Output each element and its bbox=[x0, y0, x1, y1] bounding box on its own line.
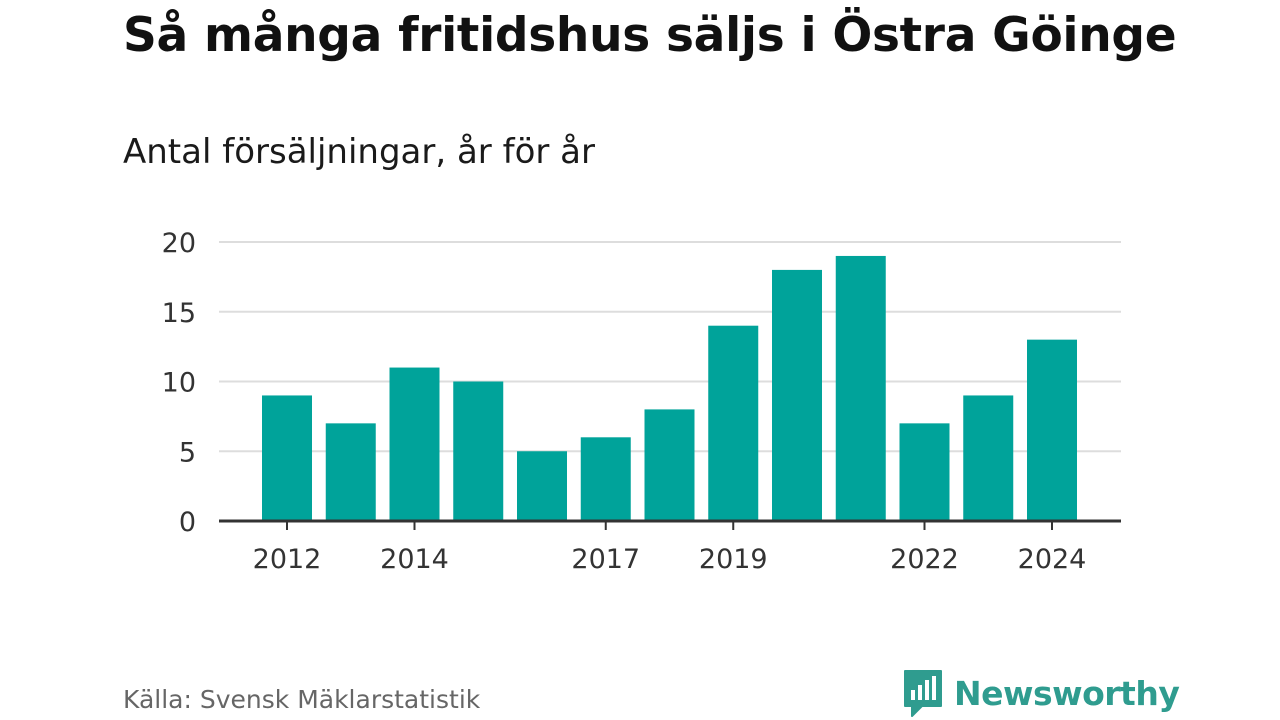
y-tick-label: 5 bbox=[179, 437, 196, 468]
y-tick-label: 0 bbox=[179, 507, 196, 538]
bar-2022 bbox=[899, 423, 950, 521]
newsworthy-logo-icon bbox=[904, 670, 942, 717]
chart-subtitle: Antal försäljningar, år för år bbox=[123, 132, 595, 172]
bar-2019 bbox=[708, 325, 759, 521]
axes: 0 5 10 15 20 2012 2014 2017 2019 2022 2024 bbox=[162, 228, 1121, 575]
bars bbox=[262, 255, 1077, 521]
y-tick-label: 10 bbox=[162, 368, 196, 399]
y-tick-label: 15 bbox=[162, 298, 196, 329]
bar-2024 bbox=[1027, 339, 1077, 521]
y-tick-label: 20 bbox=[162, 228, 196, 259]
brand-name: Newsworthy bbox=[954, 673, 1180, 713]
bar-2015 bbox=[453, 381, 504, 521]
bar-2016 bbox=[517, 451, 567, 521]
source-note: Källa: Svensk Mäklarstatistik bbox=[123, 685, 481, 714]
x-tick-label: 2017 bbox=[571, 544, 640, 575]
bar-2023 bbox=[963, 395, 1014, 521]
x-tick-label: 2024 bbox=[1018, 544, 1087, 575]
bar-chart: 0 5 10 15 20 2012 2014 2017 2019 2022 2024 bbox=[162, 228, 1121, 575]
bar-2017 bbox=[580, 437, 631, 521]
x-tick-label: 2012 bbox=[253, 544, 322, 575]
bar-2013 bbox=[325, 423, 376, 521]
chart-title: Så många fritidshus säljs i Östra Göinge bbox=[123, 8, 1177, 63]
brand-logo: Newsworthy bbox=[902, 668, 1180, 718]
bar-2021 bbox=[835, 255, 886, 521]
x-tick-label: 2022 bbox=[890, 544, 959, 575]
bar-2020 bbox=[772, 269, 822, 521]
bar-2018 bbox=[644, 409, 695, 521]
x-tick-label: 2019 bbox=[699, 544, 768, 575]
bar-2014 bbox=[389, 367, 440, 521]
bar-2012 bbox=[262, 395, 312, 521]
x-tick-label: 2014 bbox=[380, 544, 449, 575]
